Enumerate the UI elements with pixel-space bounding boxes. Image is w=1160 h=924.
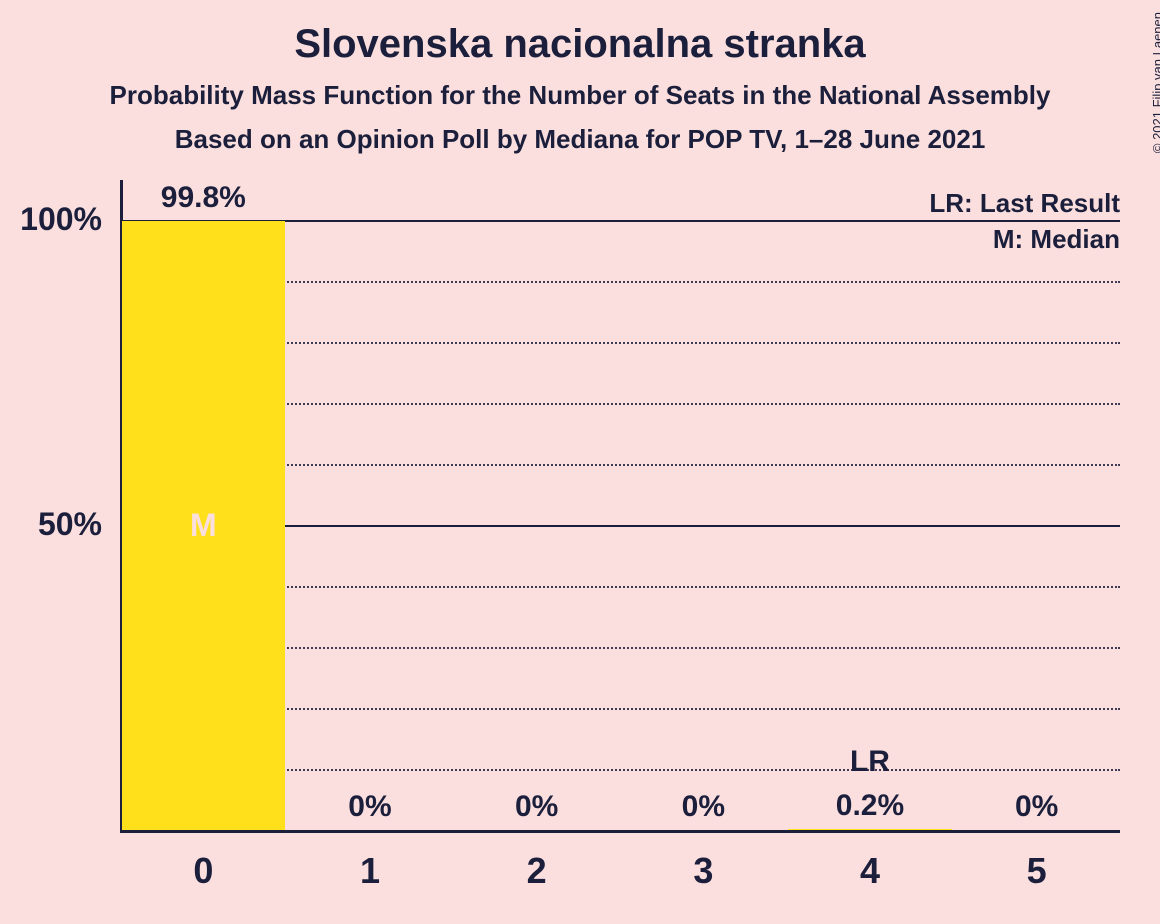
copyright-text: © 2021 Filip van Laenen	[1150, 12, 1160, 153]
chart-subtitle-2: Based on an Opinion Poll by Mediana for …	[0, 124, 1160, 155]
y-tick-label: 50%	[0, 506, 102, 543]
legend-line: LR: Last Result	[120, 188, 1120, 219]
bar-value-label: 0.2%	[787, 789, 954, 823]
bar-value-label: 0%	[453, 790, 620, 824]
y-tick-label: 100%	[0, 201, 102, 238]
x-tick-label: 4	[787, 850, 954, 892]
x-tick-label: 5	[953, 850, 1120, 892]
median-marker: M	[120, 507, 287, 544]
chart-subtitle-1: Probability Mass Function for the Number…	[0, 80, 1160, 111]
last-result-marker: LR	[787, 745, 954, 779]
plot-area: 50%100%99.8%M00%10%20%30.2%LR40%5LR: Las…	[120, 220, 1120, 830]
bar-value-label: 0%	[287, 790, 454, 824]
chart-title: Slovenska nacionalna stranka	[0, 22, 1160, 67]
x-axis	[120, 830, 1120, 833]
legend-line: M: Median	[120, 224, 1120, 255]
bar	[788, 829, 951, 830]
bar-value-label: 0%	[953, 790, 1120, 824]
bar-value-label: 0%	[620, 790, 787, 824]
x-tick-label: 2	[453, 850, 620, 892]
chart-root: Slovenska nacionalna stranka Probability…	[0, 0, 1160, 924]
x-tick-label: 3	[620, 850, 787, 892]
x-tick-label: 0	[120, 850, 287, 892]
x-tick-label: 1	[287, 850, 454, 892]
